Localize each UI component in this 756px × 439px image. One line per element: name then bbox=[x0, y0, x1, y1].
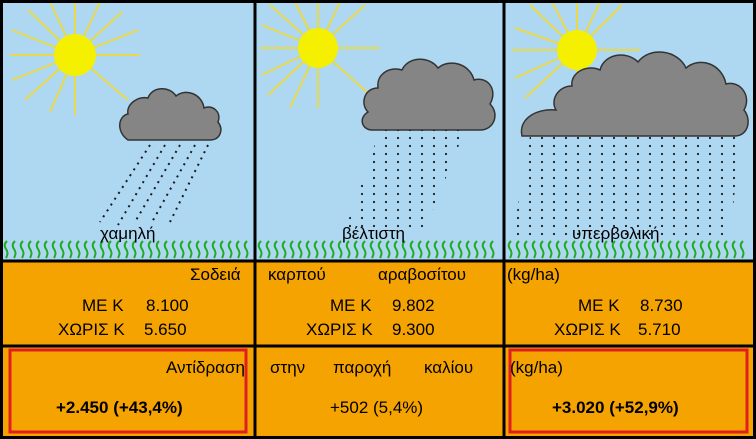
response-row bbox=[2, 347, 754, 437]
without-k-label-optimal: ΧΩΡΙΣ Κ bbox=[306, 320, 373, 339]
response-header-word-5: (kg/ha) bbox=[510, 358, 563, 377]
sun-icon bbox=[512, 1, 640, 110]
yield-header-word-1: Σοδειά bbox=[190, 265, 241, 284]
response-value-low: +2.450 (+43,4%) bbox=[56, 398, 183, 417]
without-k-label-low: ΧΩΡΙΣ Κ bbox=[58, 320, 125, 339]
without-k-value-low: 5.650 bbox=[144, 320, 187, 339]
panel-label-low: χαμηλή bbox=[100, 224, 156, 243]
with-k-value-optimal: 9.802 bbox=[392, 296, 435, 315]
rain-icon bbox=[99, 144, 209, 226]
sun-icon bbox=[260, 1, 380, 109]
panel-label-excessive: υπερβολική bbox=[572, 224, 660, 243]
cloud-icon bbox=[361, 58, 496, 131]
with-k-value-excessive: 8.730 bbox=[640, 296, 683, 315]
with-k-label-optimal: ΜΕ Κ bbox=[330, 296, 372, 315]
with-k-label-low: ΜΕ Κ bbox=[82, 296, 124, 315]
highlight-border-low bbox=[8, 348, 248, 434]
response-header-word-3: παροχή bbox=[333, 358, 392, 377]
grass-strip bbox=[3, 240, 745, 259]
response-header-word-1: Αντίδραση bbox=[166, 358, 245, 377]
highlight-border-excessive bbox=[508, 348, 749, 434]
with-k-label-excessive: ΜΕ Κ bbox=[578, 296, 620, 315]
yield-header-word-2: καρπού bbox=[268, 265, 326, 284]
without-k-label-excessive: ΧΩΡΙΣ Κ bbox=[554, 320, 621, 339]
without-k-value-excessive: 5.710 bbox=[638, 320, 681, 339]
cloud-icon bbox=[119, 88, 222, 141]
without-k-value-optimal: 9.300 bbox=[392, 320, 435, 339]
cloud-icon bbox=[520, 51, 749, 137]
response-header-word-2: στην bbox=[270, 358, 306, 377]
yield-header-word-4: (kg/ha) bbox=[507, 265, 560, 284]
response-header-word-4: καλίου bbox=[424, 358, 474, 377]
rain-icon bbox=[512, 136, 740, 240]
rain-icon bbox=[345, 130, 465, 230]
panel-label-optimal: βέλτιστη bbox=[342, 224, 406, 243]
yield-row bbox=[2, 261, 754, 345]
response-value-excessive: +3.020 (+52,9%) bbox=[552, 398, 679, 417]
sun-icon bbox=[10, 1, 140, 115]
response-value-optimal: +502 (5,4%) bbox=[330, 398, 424, 417]
yield-header-word-3: αραβοσίτου bbox=[378, 265, 467, 284]
with-k-value-low: 8.100 bbox=[146, 296, 189, 315]
